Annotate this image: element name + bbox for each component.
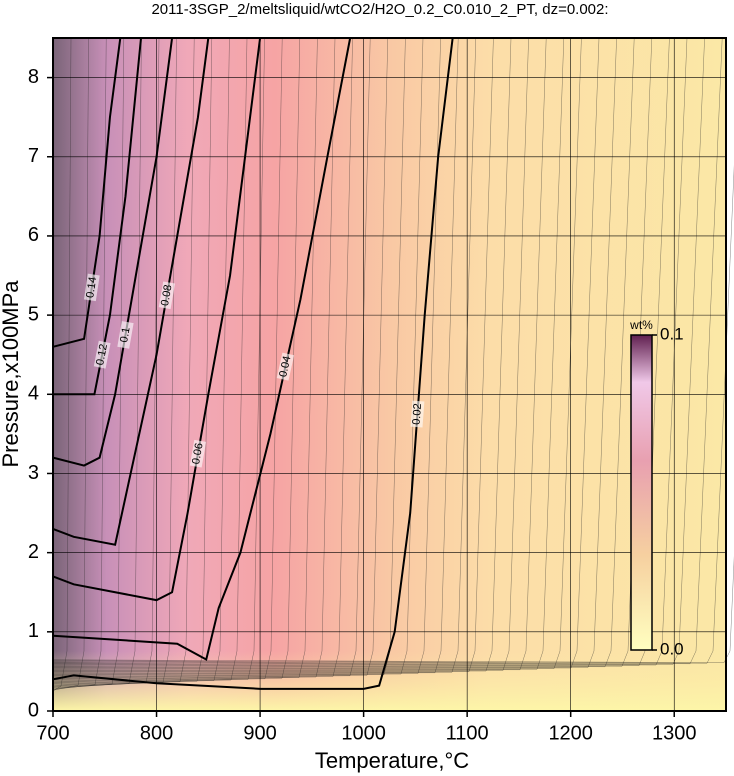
minor-contour <box>52 37 670 666</box>
x-tick-label: 1000 <box>341 722 386 744</box>
x-tick-label: 1100 <box>446 722 489 744</box>
contour-label-bg <box>189 439 207 468</box>
minor-contour <box>52 37 635 668</box>
x-tick-label: 700 <box>36 722 69 744</box>
minor-contour <box>52 37 705 665</box>
minor-contour <box>52 37 318 680</box>
minor-contour <box>52 37 388 677</box>
minor-contour <box>53 37 512 672</box>
minor-contour <box>52 37 529 671</box>
y-tick-label: 4 <box>28 383 39 405</box>
minor-contour <box>52 37 564 670</box>
y-tick-label: 1 <box>28 620 39 642</box>
colorbar <box>630 334 653 651</box>
contour-line <box>52 37 210 546</box>
contour-label: 0.02 <box>411 403 425 425</box>
colorbar-tick-label: 0.1 <box>660 324 684 343</box>
y-tick-label: 3 <box>28 462 39 484</box>
contour-label: 0.12 <box>94 343 110 366</box>
colorbar-tick-label: 0.0 <box>660 639 684 658</box>
contour-label: 0.08 <box>159 284 175 307</box>
minor-contour <box>52 37 283 682</box>
contour-line <box>52 37 454 690</box>
minor-contour <box>52 37 212 685</box>
contour-label: 0.06 <box>190 442 206 465</box>
y-tick-label: 7 <box>28 145 39 167</box>
contour-label-bg <box>276 352 295 381</box>
contour-label-bg <box>410 400 425 428</box>
y-tick-label: 5 <box>28 303 39 325</box>
plot-field <box>53 38 726 711</box>
plot-field-bottom <box>53 651 726 711</box>
contour-label: 0.1 <box>118 326 132 343</box>
contour-label-bg <box>158 281 176 310</box>
minor-contour <box>52 37 494 672</box>
x-tick-label: 900 <box>243 722 276 744</box>
y-axis-label: Pressure,x100MPa <box>0 280 23 468</box>
minor-contour <box>52 37 723 665</box>
chart-title: 2011-3SGP_2/meltsliquid/wtCO2/H2O_0.2_C0… <box>151 1 608 18</box>
contour-label-bg <box>117 321 134 349</box>
plot-frame <box>52 37 727 712</box>
contour-label-bg <box>83 273 100 302</box>
minor-contour <box>52 37 459 674</box>
y-tick-label: 0 <box>28 699 39 721</box>
minor-contour <box>52 37 617 668</box>
x-tick-label: 800 <box>140 722 173 744</box>
minor-contour <box>52 37 600 669</box>
y-tick-label: 8 <box>28 66 39 88</box>
contour-label-bg <box>93 340 111 369</box>
colorbar-title: wt% <box>629 318 653 332</box>
x-tick-label: 1200 <box>548 722 593 744</box>
y-tick-label: 2 <box>28 541 39 563</box>
x-tick-label: 1300 <box>652 722 697 744</box>
minor-contour <box>52 37 353 679</box>
minor-contour <box>52 37 424 676</box>
x-axis-label: Temperature,°C <box>315 748 469 773</box>
y-tick-label: 6 <box>28 224 39 246</box>
contour-line <box>52 37 352 662</box>
minor-contour <box>52 37 547 671</box>
contour-label: 0.04 <box>277 355 293 379</box>
minor-contour <box>52 37 177 687</box>
contour-label: 0.14 <box>84 276 99 299</box>
